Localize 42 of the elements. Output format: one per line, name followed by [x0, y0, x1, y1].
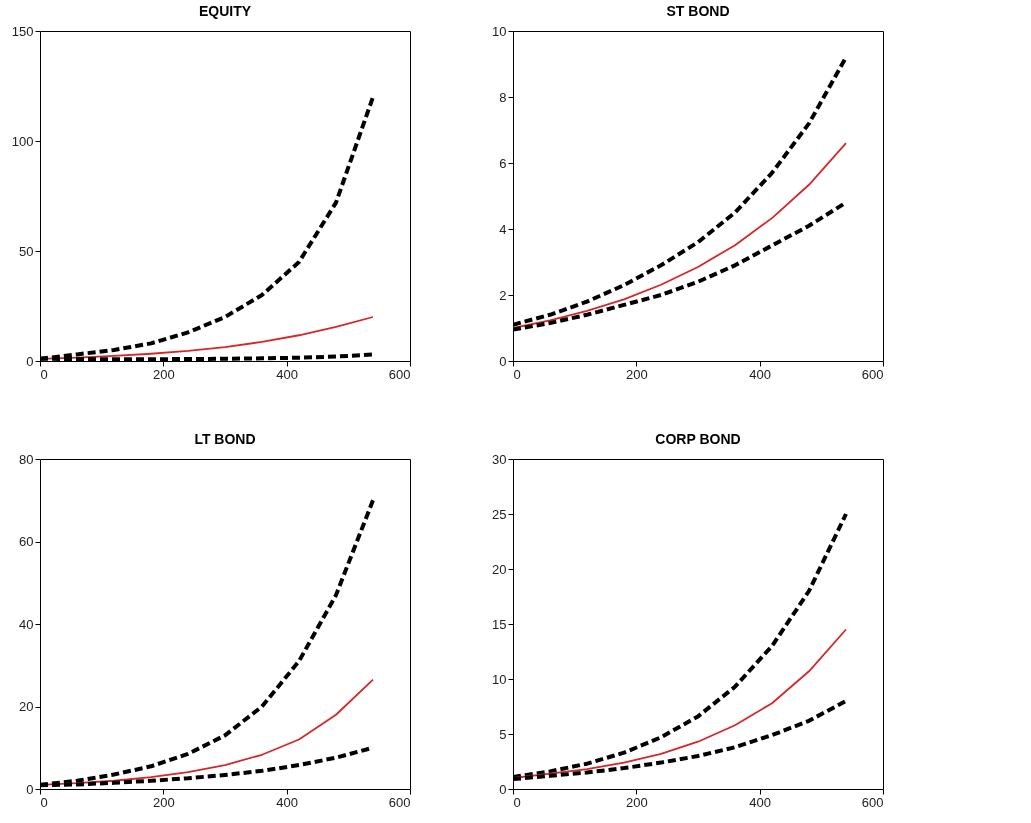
y-tick-label: 15: [492, 616, 507, 632]
y-tick-label: 10: [492, 671, 507, 687]
y-tick-label: 6: [499, 155, 507, 171]
y-tick-label: 30: [492, 451, 507, 467]
x-tick-label: 0: [513, 366, 521, 382]
x-tick-label: 400: [276, 794, 299, 810]
chart-title: ST BOND: [666, 3, 730, 19]
x-tick-label: 200: [625, 794, 648, 810]
x-tick-label: 0: [513, 794, 521, 810]
y-tick-label: 100: [11, 133, 34, 149]
x-tick-label: 0: [40, 366, 48, 382]
x-tick-label: 600: [388, 366, 411, 382]
y-tick-label: 4: [499, 221, 507, 237]
chart-title: EQUITY: [198, 3, 252, 19]
x-tick-label: 600: [861, 794, 884, 810]
y-tick-label: 20: [19, 699, 34, 714]
y-tick-label: 40: [19, 616, 34, 632]
x-tick-label: 400: [749, 366, 772, 382]
chart-title: CORP BOND: [655, 431, 741, 447]
x-tick-label: 0: [40, 794, 48, 810]
y-tick-label: 8: [499, 89, 507, 105]
y-tick-label: 80: [19, 451, 34, 467]
chart-title: LT BOND: [194, 431, 256, 447]
y-tick-label: 0: [26, 781, 34, 797]
y-tick-label: 25: [492, 506, 507, 522]
y-tick-label: 150: [11, 23, 34, 39]
y-tick-label: 0: [499, 353, 507, 369]
y-tick-label: 2: [499, 287, 507, 303]
x-tick-label: 200: [152, 794, 175, 810]
y-tick-label: 0: [499, 781, 507, 797]
x-tick-label: 200: [625, 366, 648, 382]
x-tick-label: 200: [152, 366, 175, 382]
y-tick-label: 10: [492, 23, 507, 39]
y-tick-label: 20: [492, 561, 507, 577]
y-tick-label: 5: [499, 726, 507, 742]
x-tick-label: 400: [749, 794, 772, 810]
x-tick-label: 600: [861, 366, 884, 382]
x-tick-label: 400: [276, 366, 299, 382]
y-tick-label: 0: [26, 353, 34, 369]
y-tick-label: 60: [19, 534, 34, 549]
x-tick-label: 600: [388, 794, 411, 810]
y-tick-label: 50: [19, 243, 34, 259]
